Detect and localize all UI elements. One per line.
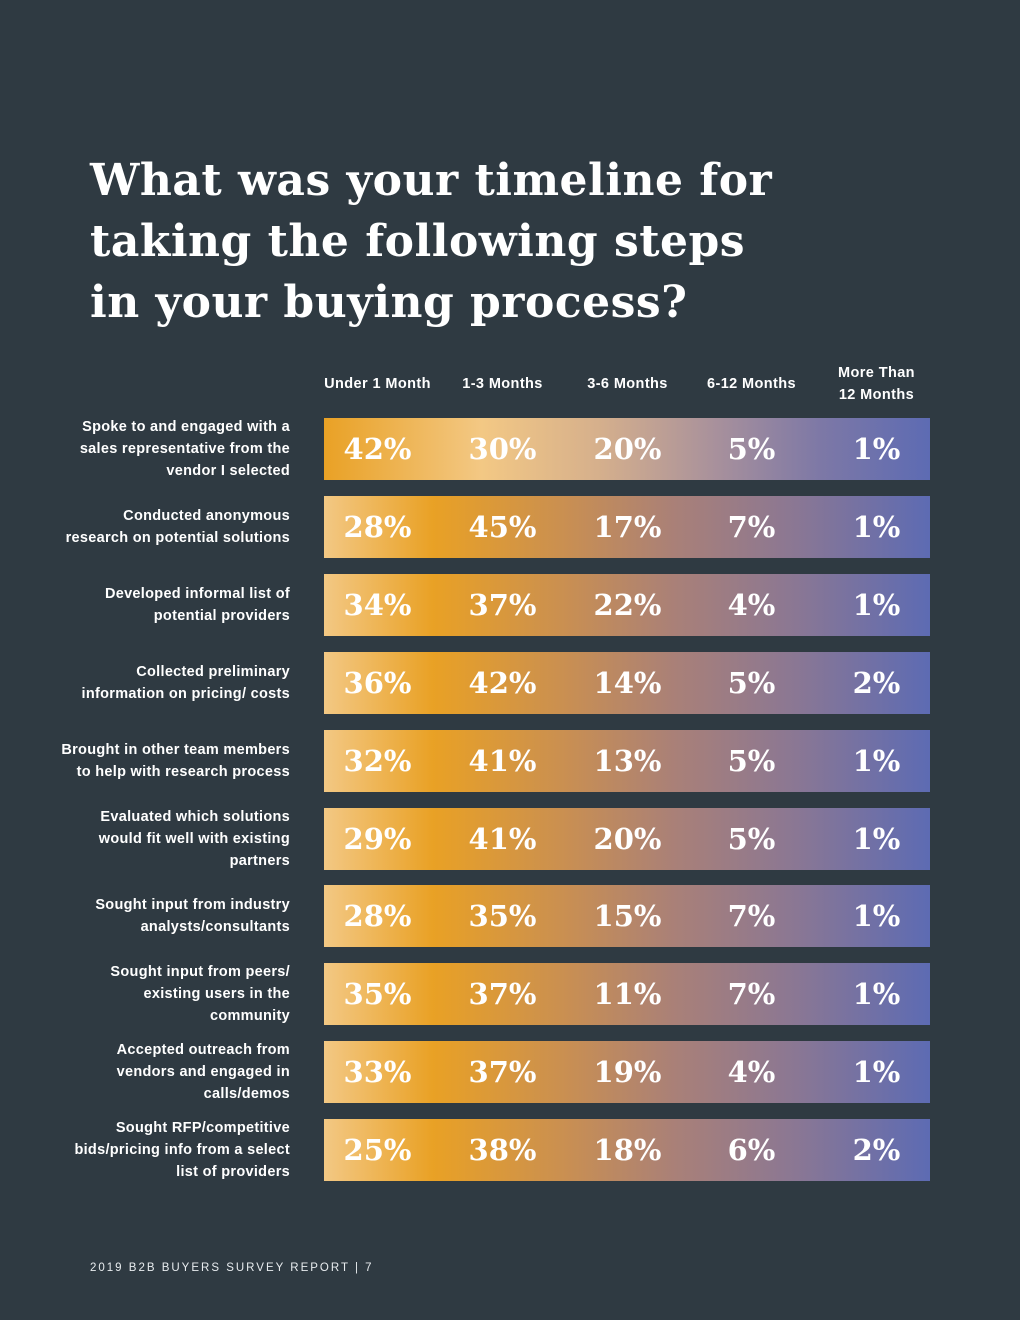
value-cell: 22% <box>593 587 662 622</box>
value-cell: 45% <box>468 509 537 544</box>
value-cell: 6% <box>727 1133 776 1168</box>
value-cell: 1% <box>852 432 901 466</box>
value-cell: 2% <box>852 665 901 700</box>
row-bar: 25% 38% 18% 6% 2% <box>324 1119 930 1182</box>
value-cell: 20% <box>593 432 662 466</box>
column-header: 3-6 Months <box>565 362 690 406</box>
column-header-text: Under 1 Month <box>324 376 431 392</box>
row-label: Evaluated which solutions would fit well… <box>98 808 290 869</box>
value-cell: 25% <box>343 1133 412 1168</box>
column-header-text: 6-12 Months <box>707 376 796 392</box>
value-cell: 33% <box>343 1055 412 1090</box>
value-cell: 4% <box>727 1055 776 1090</box>
column-header-text: 12 Months <box>838 387 915 403</box>
row-label: Collected preliminary information on pri… <box>81 663 290 702</box>
value-cell: 41% <box>468 821 537 856</box>
row-bar: 42% 30% 20% 5% 1% <box>324 418 930 480</box>
row-label: Sought input from industry analysts/cons… <box>95 897 290 936</box>
row-bar: 29% 41% 20% 5% 1% <box>324 807 930 870</box>
row-label: Sought input from peers/ existing users … <box>110 964 290 1025</box>
row-bar: 28% 35% 15% 7% 1% <box>324 885 930 948</box>
row-bar: 35% 37% 11% 7% 1% <box>324 963 930 1026</box>
value-cell: 1% <box>852 743 901 778</box>
value-cell: 1% <box>852 587 901 622</box>
value-cell: 1% <box>852 1055 901 1090</box>
row-label: Spoke to and engaged with a sales repres… <box>79 419 290 479</box>
value-cell: 28% <box>343 509 412 544</box>
row-label: Accepted outreach from vendors and engag… <box>116 1042 290 1103</box>
value-cell: 41% <box>468 743 537 778</box>
value-cell: 1% <box>852 821 901 856</box>
value-cell: 42% <box>468 665 537 700</box>
value-cell: 20% <box>593 821 662 856</box>
value-cell: 1% <box>852 899 901 934</box>
value-cell: 5% <box>727 432 776 466</box>
row-bar: 28% 45% 17% 7% 1% <box>324 495 930 558</box>
value-cell: 1% <box>852 977 901 1012</box>
value-cell: 35% <box>468 899 537 934</box>
value-cell: 32% <box>343 743 412 778</box>
title-line: in your buying process? <box>90 277 688 328</box>
column-header: 1-3 Months <box>440 362 565 406</box>
row-bar: 33% 37% 19% 4% 1% <box>324 1041 930 1104</box>
value-cell: 37% <box>468 587 537 622</box>
row-bar: 34% 37% 22% 4% 1% <box>324 573 930 636</box>
row-label: Brought in other team members to help wi… <box>61 741 290 780</box>
value-cell: 36% <box>343 665 412 700</box>
column-header-text: 1-3 Months <box>462 376 543 392</box>
value-cell: 37% <box>468 977 537 1012</box>
value-cell: 5% <box>727 821 776 856</box>
title-line: taking the following steps <box>90 216 746 267</box>
value-cell: 29% <box>343 821 412 856</box>
row-label: Conducted anonymous research on potentia… <box>65 507 290 546</box>
column-header: Under 1 Month <box>315 362 440 406</box>
value-cell: 11% <box>593 977 662 1012</box>
value-cell: 19% <box>593 1055 662 1090</box>
value-cell: 42% <box>343 432 412 466</box>
value-cell: 30% <box>468 432 537 466</box>
column-header-text: More Than <box>838 365 915 381</box>
value-cell: 13% <box>593 743 662 778</box>
row-bar: 32% 41% 13% 5% 1% <box>324 729 930 792</box>
value-cell: 28% <box>343 899 412 934</box>
column-header: More Than 12 Months <box>814 362 939 406</box>
value-cell: 18% <box>593 1133 662 1168</box>
value-cell: 7% <box>727 509 776 544</box>
value-cell: 7% <box>727 977 776 1012</box>
value-cell: 38% <box>468 1133 537 1168</box>
footer: 2019 B2B BUYERS SURVEY REPORT | 7 <box>90 1262 374 1274</box>
value-cell: 37% <box>468 1055 537 1090</box>
value-cell: 5% <box>727 743 776 778</box>
row-label: Sought RFP/competitive bids/pricing info… <box>74 1120 290 1181</box>
title-line: What was your timeline for <box>90 155 773 206</box>
value-cell: 2% <box>852 1133 901 1168</box>
value-cell: 15% <box>593 899 662 934</box>
value-cell: 4% <box>727 587 776 622</box>
page-title: What was your timeline for taking the fo… <box>90 150 790 333</box>
column-header-text: 3-6 Months <box>587 376 668 392</box>
value-cell: 17% <box>593 509 662 544</box>
row-label: Developed informal list of potential pro… <box>104 585 290 624</box>
value-cell: 7% <box>727 899 776 934</box>
value-cell: 34% <box>343 587 412 622</box>
value-cell: 14% <box>593 665 662 700</box>
value-cell: 5% <box>727 665 776 700</box>
value-cell: 1% <box>852 509 901 544</box>
value-cell: 35% <box>343 977 412 1012</box>
row-bar: 36% 42% 14% 5% 2% <box>324 651 930 714</box>
column-header: 6-12 Months <box>689 362 814 406</box>
